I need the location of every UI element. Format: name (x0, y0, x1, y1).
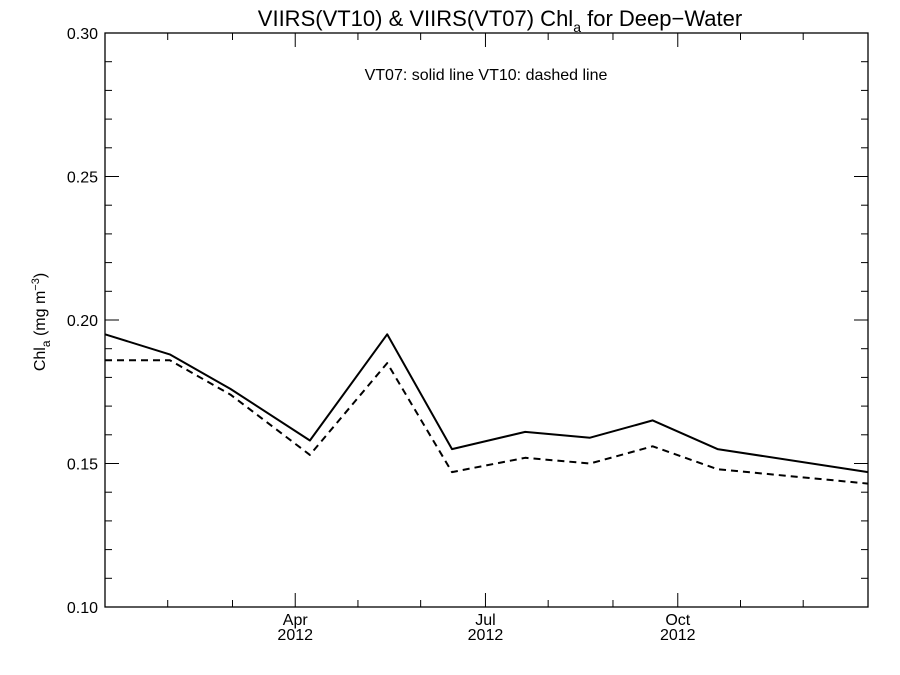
y-tick-label: 0.15 (67, 457, 98, 474)
x-tick-label-year: 2012 (468, 627, 504, 644)
chart-title-subscript: a (573, 19, 581, 35)
x-tick-label-year: 2012 (660, 627, 696, 644)
y-axis-label-superscript: −3 (30, 278, 42, 291)
series-line-vt07 (104, 333, 869, 474)
y-tick-label: 0.10 (67, 600, 98, 617)
x-tick-label-month: Oct (665, 612, 690, 629)
y-tick-label: 0.20 (67, 313, 98, 330)
x-tick-label-month: Apr (283, 612, 309, 629)
y-tick-label: 0.30 (67, 26, 98, 43)
axis-ticks: 0.100.150.200.250.30Apr2012Jul2012Oct201… (67, 26, 868, 644)
series-lines (104, 333, 869, 485)
x-tick-label-month: Jul (475, 612, 495, 629)
y-axis-label: Chla (mg m−3) (30, 273, 53, 371)
series-line-vt10 (105, 359, 869, 485)
chart-title-rest: for Deep−Water (581, 6, 742, 31)
y-axis-label-base: Chl (32, 347, 49, 371)
chart-title-main: VIIRS(VT10) & VIIRS(VT07) Chl (258, 6, 573, 31)
x-tick-label-year: 2012 (277, 627, 313, 644)
plot-frame (104, 32, 869, 608)
chart-title: VIIRS(VT10) & VIIRS(VT07) Chla for Deep−… (258, 6, 742, 35)
y-axis-label-unit: (mg m (32, 291, 49, 341)
y-axis-label-subscript: a (39, 340, 53, 347)
line-style-annotation: VT07: solid line VT10: dashed line (365, 67, 608, 84)
y-axis-label-close: ) (32, 273, 49, 278)
y-tick-label: 0.25 (67, 170, 98, 187)
